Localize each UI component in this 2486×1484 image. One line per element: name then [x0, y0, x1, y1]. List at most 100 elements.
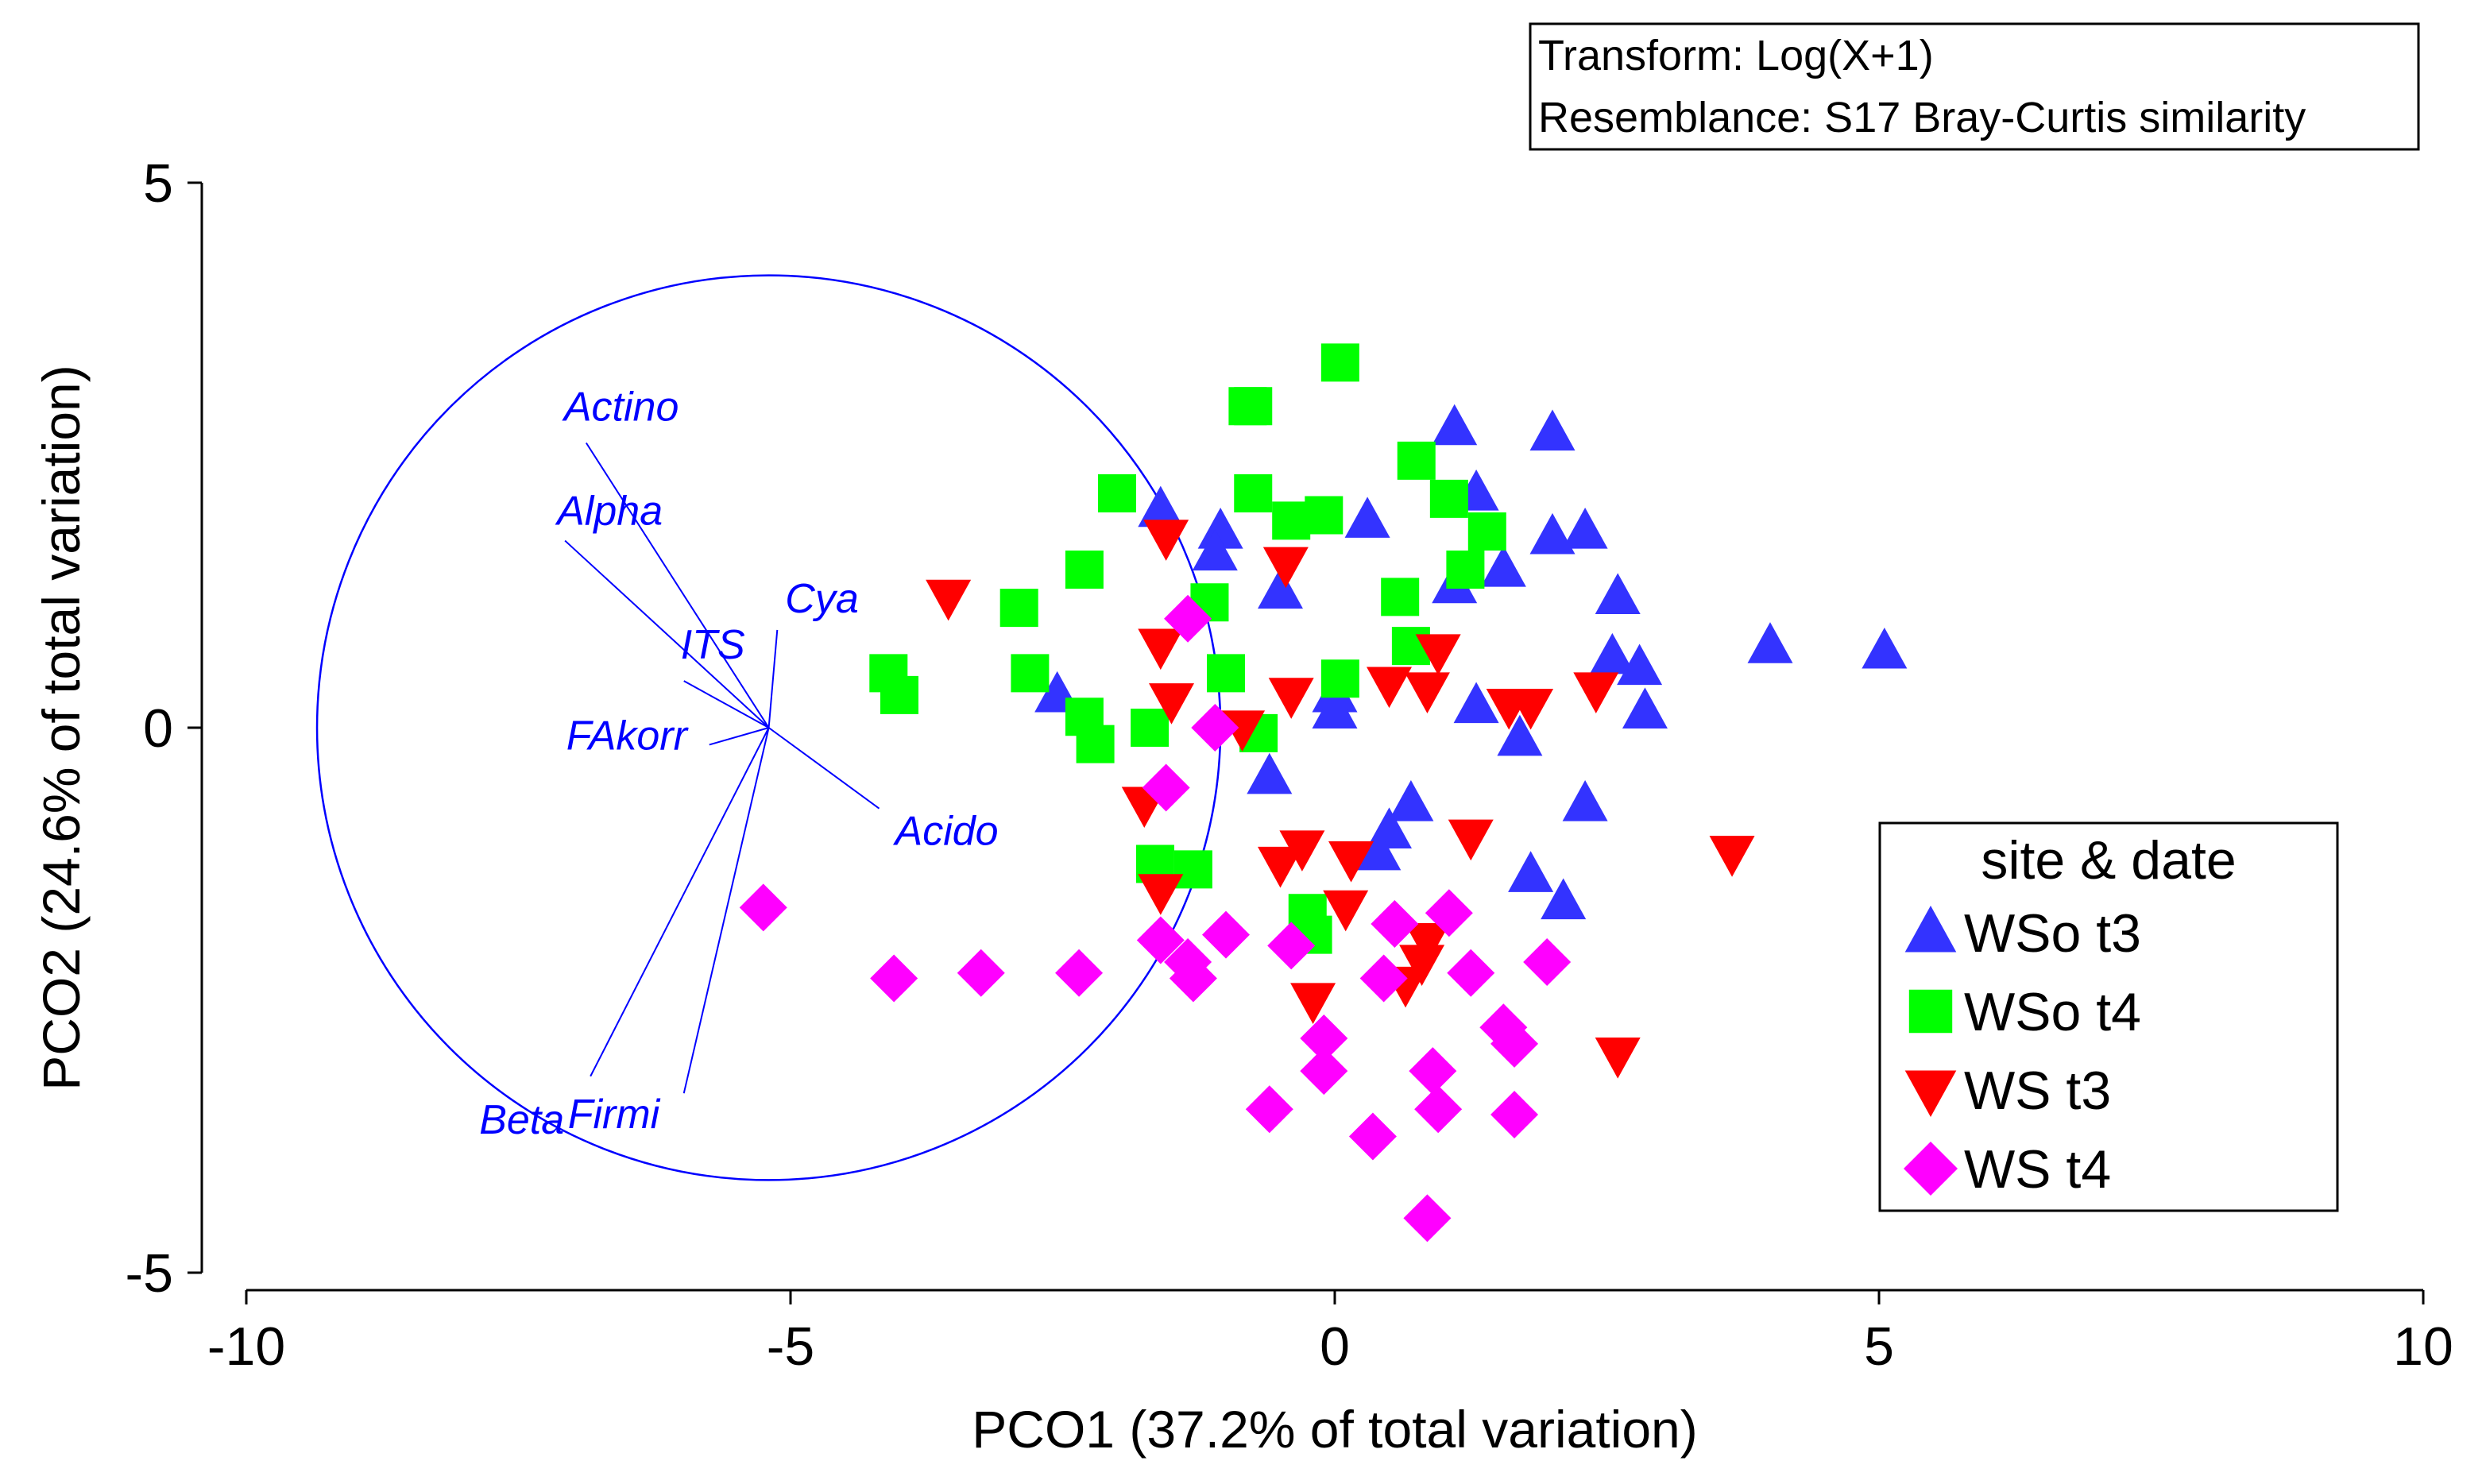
point-wso-t4 — [1131, 709, 1170, 747]
point-wso-t3 — [1747, 622, 1793, 663]
x-tick-label: 10 — [2393, 1316, 2453, 1377]
point-ws-t4 — [1191, 704, 1239, 752]
y-axis: -5 0 5 — [126, 153, 203, 1304]
x-tick-label: 5 — [1864, 1316, 1894, 1377]
point-wso-t3 — [1862, 627, 1908, 669]
point-ws-t3 — [1404, 922, 1450, 964]
point-wso-t4 — [1429, 479, 1468, 518]
point-wso-t3 — [1562, 780, 1608, 821]
point-wso-t3 — [1197, 508, 1243, 549]
point-wso-t3 — [1529, 512, 1575, 555]
point-wso-t4 — [1446, 551, 1485, 589]
point-ws-t4 — [1055, 949, 1104, 997]
point-wso-t3 — [1529, 409, 1575, 451]
point-ws-t4 — [1164, 594, 1212, 643]
point-wso-t4 — [999, 589, 1038, 628]
point-ws-t4 — [1142, 763, 1190, 812]
point-wso-t4 — [1320, 343, 1359, 382]
point-wso-t3 — [1247, 752, 1293, 794]
vector-cya — [767, 629, 779, 728]
point-wso-t3 — [1432, 404, 1478, 446]
vector-label-firmi: Firmi — [568, 1092, 661, 1138]
x-axis-ticks: -10 -5 0 5 10 — [207, 1290, 2453, 1377]
legend-marker-ws-t3 — [1904, 1070, 1957, 1117]
vector-label-alpha: Alpha — [555, 489, 663, 535]
point-ws-t3 — [1138, 874, 1184, 915]
point-ws-t3 — [1399, 945, 1445, 986]
point-ws-t4 — [1523, 937, 1572, 986]
legend-marker-wso-t3 — [1904, 906, 1957, 953]
point-wso-t3 — [1480, 546, 1526, 587]
point-ws-t3 — [1415, 634, 1461, 675]
point-ws-t3 — [1709, 836, 1755, 877]
point-wso-t4 — [1397, 441, 1436, 480]
y-tick-label: 0 — [143, 698, 173, 759]
point-wso-t4 — [1320, 659, 1359, 698]
legend-box — [1878, 821, 2339, 1212]
point-wso-t4 — [1381, 578, 1420, 616]
point-wso-t4 — [880, 675, 918, 714]
point-wso-t3 — [1258, 567, 1303, 609]
legend-marker-wso-t4 — [1908, 989, 1953, 1034]
point-ws-t3 — [1367, 667, 1412, 709]
point-wso-t3 — [1562, 508, 1608, 549]
point-wso-t3 — [1192, 529, 1238, 571]
point-wso-t4 — [1272, 501, 1311, 540]
y-axis-title: PCO2 (24.6% of total variation) — [32, 365, 91, 1090]
annotation-resemblance-text: Resemblance: S17 Bray-Curtis similarity — [1538, 94, 2306, 141]
point-ws-t3 — [1573, 672, 1619, 713]
annotation-box — [1529, 22, 2420, 151]
point-ws-t4 — [957, 949, 1005, 997]
data-points-layer — [739, 343, 1908, 1242]
point-wso-t4 — [1228, 387, 1267, 426]
legend-label-wso-t3: WSo t3 — [1964, 903, 2141, 964]
point-wso-t3 — [1508, 851, 1554, 892]
vector-label-its: ITS — [681, 622, 745, 668]
point-ws-t3 — [1149, 683, 1194, 725]
point-ws-t3 — [1508, 688, 1554, 730]
vector-actino — [586, 442, 770, 728]
point-ws-t4 — [1409, 1047, 1457, 1096]
point-wso-t3 — [1138, 485, 1184, 528]
point-wso-t3 — [1497, 714, 1543, 756]
point-ws-t4 — [1202, 910, 1250, 959]
point-wso-t4 — [1207, 654, 1245, 693]
point-ws-t3 — [1448, 819, 1494, 861]
x-tick-label: -5 — [767, 1316, 814, 1377]
y-tick-label: -5 — [126, 1243, 173, 1304]
legend-label-ws-t4: WS t4 — [1964, 1139, 2111, 1200]
point-ws-t4 — [1490, 1091, 1539, 1139]
point-wso-t4 — [1305, 496, 1344, 535]
legend-marker-ws-t4 — [1904, 1142, 1958, 1196]
point-ws-t4 — [1267, 922, 1316, 970]
point-wso-t4 — [1135, 844, 1174, 883]
point-wso-t4 — [1011, 654, 1050, 693]
vector-its — [683, 680, 770, 728]
point-wso-t3 — [1541, 878, 1587, 920]
point-wso-t4 — [1173, 850, 1212, 889]
vector-beta — [590, 727, 770, 1077]
point-ws-t3 — [1138, 628, 1184, 671]
point-wso-t4 — [1467, 512, 1506, 551]
point-ws-t4 — [739, 883, 787, 932]
point-ws-t4 — [1359, 954, 1408, 1003]
point-ws-t3 — [1323, 890, 1369, 932]
legend-label-wso-t4: WSo t4 — [1964, 982, 2141, 1042]
point-wso-t4 — [1098, 474, 1136, 513]
legend-title: site & date — [1981, 830, 2236, 891]
point-ws-t4 — [1425, 889, 1473, 937]
point-ws-t4 — [1414, 1085, 1463, 1134]
point-ws-t4 — [1371, 899, 1419, 948]
point-wso-t3 — [1617, 643, 1663, 686]
point-ws-t3 — [1143, 520, 1189, 561]
legend-entries: WSo t3 WSo t4 WS t3 WS t4 — [1904, 903, 2141, 1200]
point-wso-t3 — [1453, 682, 1499, 724]
point-ws-t4 — [1300, 1014, 1348, 1063]
point-wso-t3 — [1388, 780, 1434, 821]
point-ws-t4 — [1300, 1047, 1348, 1096]
point-ws-t4 — [1403, 1194, 1452, 1242]
transform-annotation: Transform: Log(X+1) Resemblance: S17 Bra… — [1529, 22, 2420, 151]
y-axis-ticks: -5 0 5 — [126, 153, 202, 1304]
